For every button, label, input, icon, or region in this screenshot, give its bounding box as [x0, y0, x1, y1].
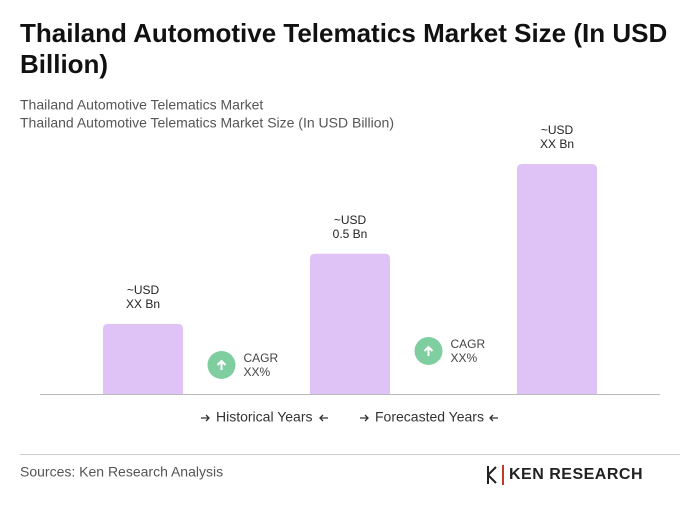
cagr-arrow [216, 359, 227, 370]
period-label: Historical Years [216, 409, 313, 425]
bar [517, 164, 597, 394]
value-label: 0.5 Bn [333, 227, 368, 241]
subtitle: Thailand Automotive Telematics Market [20, 97, 263, 113]
cagr-arrow [423, 345, 434, 356]
cagr-label: CAGR [451, 337, 486, 351]
period-label: Forecasted Years [375, 409, 484, 425]
cagr-label: XX% [244, 365, 271, 379]
period-arrows [201, 414, 498, 422]
bar [310, 253, 390, 394]
value-label: XX Bn [540, 137, 574, 151]
cagr-label: XX% [451, 351, 478, 365]
logo-icon [487, 465, 504, 485]
value-label: ~USD [334, 213, 367, 227]
value-label: XX Bn [126, 297, 160, 311]
cagr-label: CAGR [244, 351, 279, 365]
value-label: ~USD [127, 283, 160, 297]
bar [103, 323, 183, 394]
subtitle: Thailand Automotive Telematics Market Si… [20, 115, 394, 131]
source: Sources: Ken Research Analysis [20, 464, 223, 480]
value-label: ~USD [541, 123, 574, 137]
chart-title: Thailand Automotive Telematics Market Si… [20, 18, 668, 79]
logo: KEN RESEARCH [509, 466, 643, 483]
